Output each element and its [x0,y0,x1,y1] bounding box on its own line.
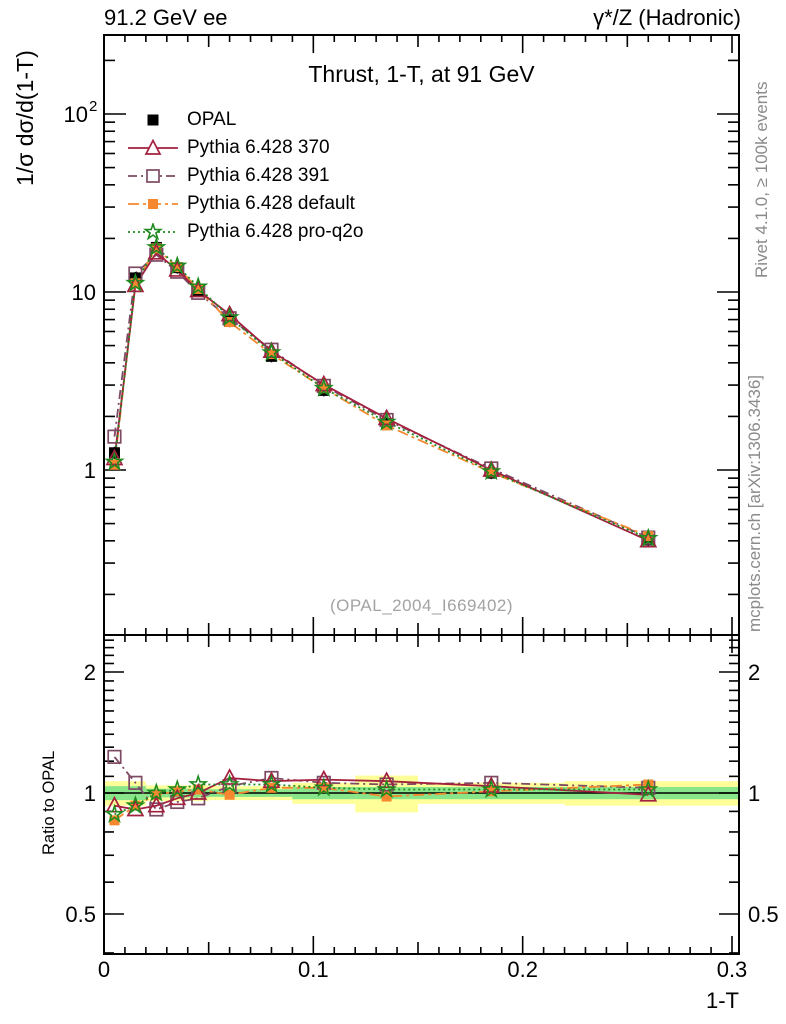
main-line-4 [113,245,649,540]
svg-text:1: 1 [748,781,760,806]
legend-label: OPAL [187,109,237,130]
mcplots-attribution-note: mcplots.cern.ch [arXiv:1306.3436] [745,374,764,632]
ratio-line-3 [113,783,649,822]
pythia-391-marker-icon [128,169,178,183]
main-series [104,236,659,548]
ratio-panel-frame [103,634,740,955]
legend-item-pythia-370: Pythia 6.428 370 [128,134,363,162]
legend-item-pythia-pro-q2o: Pythia 6.428 pro-q2o [128,218,363,246]
opal-marker-icon [147,114,159,126]
main-line-1 [113,251,649,542]
svg-text:0.5: 0.5 [748,902,779,927]
svg-text:0.3: 0.3 [717,957,748,982]
legend-label: Pythia 6.428 default [187,193,355,214]
svg-text:2: 2 [89,98,97,115]
svg-text:10: 10 [72,280,96,305]
process-label: γ*/Z (Hadronic) [593,5,741,30]
svg-text:0.2: 0.2 [507,957,538,982]
legend-item-pythia-default: Pythia 6.428 default [128,190,363,218]
x-axis-title: 1-T [706,988,739,1013]
legend-label: Pythia 6.428 pro-q2o [187,221,364,242]
svg-text:1: 1 [84,458,96,483]
main-y-axis-title: 1/σ dσ/d(1-T) [12,50,38,186]
pythia-pro-q2o-marker-icon [128,223,178,241]
svg-text:2: 2 [84,660,96,685]
legend: OPAL Pythia 6.428 370 Pythia 6.428 391 P… [128,106,363,246]
rivet-version-note: Rivet 4.1.0, ≥ 100k events [752,81,771,278]
svg-text:0: 0 [98,957,110,982]
legend-item-pythia-391: Pythia 6.428 391 [128,162,363,190]
plot-title: Thrust, 1-T, at 91 GeV [308,61,535,87]
pythia-default-marker-icon [128,199,178,209]
legend-item-opal: OPAL [128,106,363,134]
axis-ticks [103,35,739,954]
legend-label: Pythia 6.428 391 [187,165,330,186]
ratio-series [104,749,659,826]
pythia-370-marker-icon [128,139,178,155]
svg-text:10: 10 [64,102,88,127]
svg-text:2: 2 [748,660,760,685]
legend-label: Pythia 6.428 370 [187,137,330,158]
analysis-watermark: (OPAL_2004_I669402) [329,596,514,615]
ratio-line-2 [113,756,649,811]
ratio-y-axis-title: Ratio to OPAL [40,750,58,855]
svg-text:0.1: 0.1 [298,957,329,982]
beam-energy-label: 91.2 GeV ee [104,5,228,30]
main-line-3 [113,246,649,537]
svg-text:0.5: 0.5 [65,902,96,927]
svg-text:1: 1 [84,781,96,806]
